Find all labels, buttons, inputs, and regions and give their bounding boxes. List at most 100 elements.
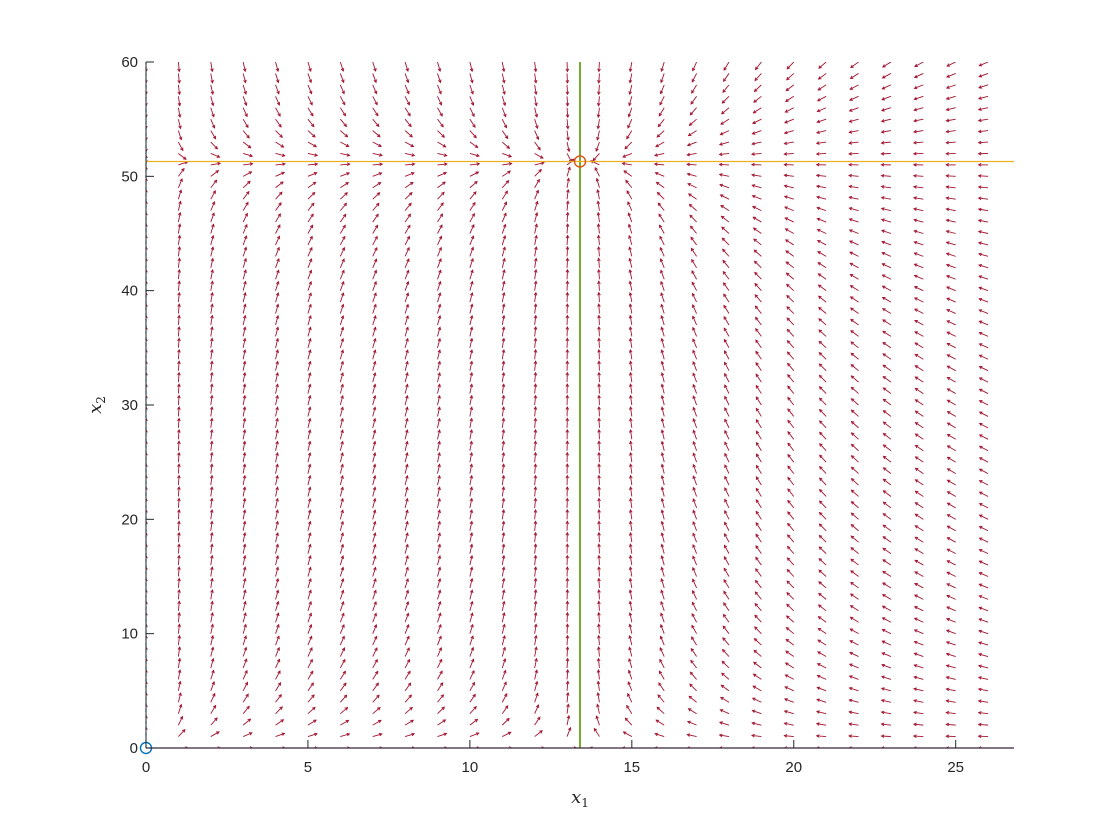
field-arrow bbox=[275, 270, 280, 280]
field-arrow-head bbox=[882, 570, 886, 575]
field-arrow bbox=[978, 676, 989, 680]
field-arrow bbox=[850, 274, 859, 280]
field-arrow bbox=[404, 182, 414, 189]
field-arrow bbox=[534, 269, 537, 280]
field-arrow-head bbox=[405, 292, 410, 297]
field-arrow-head bbox=[816, 119, 821, 124]
field-arrow-head bbox=[375, 123, 380, 128]
field-arrow-head bbox=[508, 162, 513, 166]
field-arrow-head bbox=[209, 508, 214, 513]
field-arrow bbox=[691, 84, 697, 94]
field-arrow bbox=[307, 521, 311, 531]
field-arrow bbox=[307, 395, 311, 406]
field-arrow bbox=[469, 601, 473, 611]
field-arrow bbox=[692, 441, 698, 451]
field-arrow bbox=[849, 675, 859, 680]
field-arrow bbox=[566, 246, 569, 257]
field-arrow bbox=[947, 560, 956, 566]
field-arrow-head bbox=[314, 162, 319, 167]
field-arrow-head bbox=[280, 719, 285, 723]
field-arrow bbox=[469, 624, 474, 634]
field-arrow-head bbox=[373, 68, 377, 72]
field-arrow bbox=[501, 213, 507, 223]
field-arrow bbox=[755, 385, 762, 394]
field-arrow bbox=[210, 670, 215, 680]
field-arrow-head bbox=[440, 123, 444, 128]
field-arrow bbox=[372, 441, 376, 451]
field-arrow bbox=[177, 418, 180, 428]
field-arrow bbox=[752, 722, 762, 726]
field-arrow bbox=[881, 241, 892, 246]
field-arrow bbox=[660, 84, 665, 94]
field-arrow bbox=[339, 647, 345, 657]
field-arrow-head bbox=[850, 443, 855, 448]
field-arrow-head bbox=[470, 102, 475, 106]
field-arrow bbox=[882, 263, 892, 269]
field-arrow-head bbox=[310, 112, 314, 117]
y-tick-label: 10 bbox=[121, 626, 138, 643]
field-arrow-head bbox=[565, 520, 570, 525]
y-tick-label: 50 bbox=[121, 168, 138, 185]
field-arrow bbox=[404, 567, 409, 577]
field-arrow bbox=[534, 544, 537, 554]
field-arrow-head bbox=[312, 134, 316, 138]
field-arrow-head bbox=[469, 360, 474, 365]
field-arrow bbox=[849, 229, 859, 234]
field-arrow bbox=[628, 658, 633, 669]
field-arrow-head bbox=[848, 184, 853, 189]
field-arrow bbox=[914, 594, 924, 600]
field-arrow bbox=[534, 326, 537, 337]
field-arrow bbox=[307, 407, 311, 417]
field-arrow-head bbox=[723, 338, 728, 343]
field-arrow-head bbox=[660, 394, 665, 399]
field-arrow-head bbox=[534, 234, 538, 239]
field-arrow-head bbox=[945, 687, 950, 692]
field-arrow bbox=[210, 555, 213, 566]
field-arrow-head bbox=[501, 577, 506, 582]
field-arrow-head bbox=[501, 383, 506, 388]
field-arrow bbox=[627, 118, 633, 129]
field-arrow-head bbox=[978, 263, 983, 268]
field-arrow-head bbox=[978, 606, 983, 610]
field-arrow bbox=[339, 96, 346, 105]
field-arrow-head bbox=[209, 463, 214, 468]
field-arrow-head bbox=[785, 627, 790, 631]
field-arrow bbox=[501, 452, 505, 463]
field-arrow-head bbox=[881, 652, 886, 656]
field-arrow-head bbox=[850, 512, 855, 517]
field-arrow-head bbox=[848, 675, 853, 679]
field-arrow bbox=[242, 372, 246, 383]
field-arrow bbox=[816, 153, 827, 155]
field-arrow bbox=[630, 486, 633, 497]
field-arrow-head bbox=[691, 589, 696, 594]
field-arrow bbox=[720, 194, 730, 200]
field-arrow-head bbox=[314, 153, 319, 157]
field-arrow bbox=[404, 372, 408, 383]
field-arrow-head bbox=[723, 304, 727, 309]
field-arrow bbox=[628, 96, 633, 106]
field-arrow-head bbox=[539, 730, 543, 734]
field-arrow-head bbox=[659, 224, 663, 229]
field-arrow-head bbox=[946, 297, 950, 301]
field-arrow bbox=[372, 452, 376, 463]
field-arrow bbox=[275, 118, 282, 128]
field-arrow bbox=[339, 338, 344, 348]
field-arrow-head bbox=[210, 91, 215, 96]
field-arrow-head bbox=[177, 68, 181, 73]
field-arrow-head bbox=[629, 486, 633, 490]
field-arrow bbox=[339, 327, 344, 337]
field-arrow-head bbox=[405, 566, 409, 571]
field-arrow bbox=[850, 535, 859, 543]
field-arrow bbox=[629, 532, 633, 543]
field-arrow bbox=[627, 681, 633, 691]
field-arrow bbox=[661, 338, 665, 348]
field-arrow bbox=[914, 308, 924, 314]
field-arrow bbox=[372, 733, 382, 737]
field-arrow bbox=[787, 408, 795, 417]
field-arrow-head bbox=[178, 200, 182, 205]
field-arrow bbox=[177, 475, 180, 486]
field-arrow bbox=[946, 583, 956, 589]
field-arrow-head bbox=[660, 589, 664, 594]
field-arrow-head bbox=[629, 508, 633, 513]
field-arrow bbox=[882, 594, 892, 600]
